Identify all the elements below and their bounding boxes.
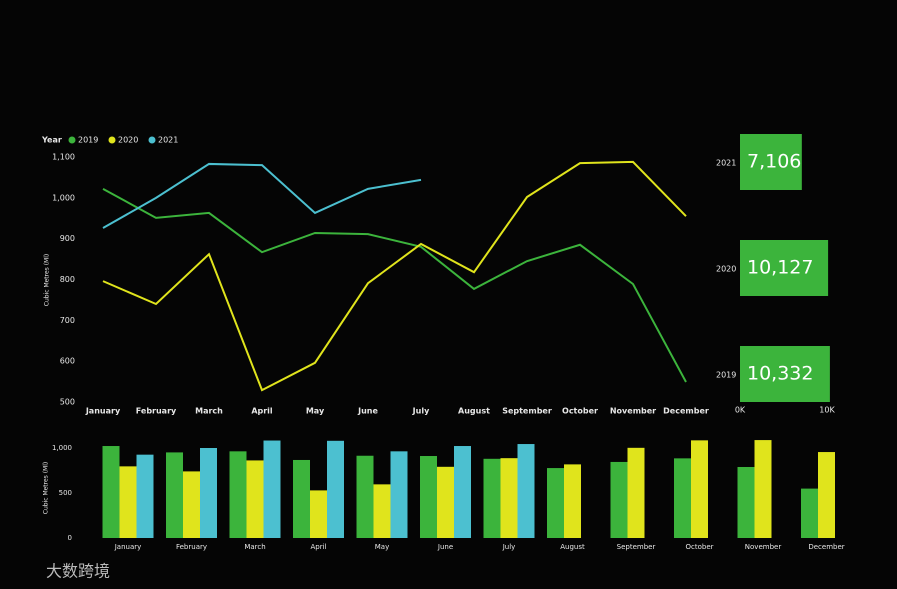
bar bbox=[500, 458, 518, 538]
x-tick-label: September bbox=[502, 407, 552, 416]
bar bbox=[246, 460, 264, 538]
bar bbox=[327, 440, 344, 538]
bar bbox=[136, 454, 154, 538]
x-tick-label: 10K bbox=[819, 406, 835, 415]
x-tick-label: March bbox=[195, 407, 223, 416]
y-tick-label: 1,100 bbox=[52, 153, 75, 162]
x-tick-label: August bbox=[560, 543, 585, 551]
x-tick-label: March bbox=[244, 543, 265, 551]
y-tick-label: 0 bbox=[68, 534, 72, 542]
category-label: 2020 bbox=[716, 265, 736, 274]
value-label: 10,332 bbox=[747, 363, 813, 385]
bar bbox=[564, 464, 581, 538]
bar bbox=[801, 488, 818, 538]
x-tick-label: May bbox=[375, 543, 389, 551]
legend-dot bbox=[148, 136, 156, 144]
bar bbox=[293, 459, 310, 538]
bar bbox=[610, 461, 628, 538]
x-tick-label: 0K bbox=[735, 406, 746, 415]
kpi-bar bbox=[740, 240, 829, 296]
legend-label: 2019 bbox=[78, 136, 98, 145]
bar bbox=[517, 444, 535, 538]
bar bbox=[373, 484, 391, 538]
watermark: 大数跨境 bbox=[46, 562, 110, 581]
x-tick-label: February bbox=[176, 543, 207, 551]
bar bbox=[263, 440, 281, 538]
y-axis-label: Cubic Metres (Ml) bbox=[43, 462, 50, 514]
y-tick-label: 900 bbox=[60, 234, 75, 243]
x-tick-label: November bbox=[745, 543, 782, 551]
legend-dot bbox=[68, 136, 76, 144]
bar bbox=[183, 471, 200, 538]
x-tick-label: July bbox=[502, 543, 516, 551]
bar bbox=[102, 446, 120, 538]
x-tick-label: January bbox=[114, 543, 142, 551]
bar bbox=[229, 451, 247, 538]
x-tick-label: May bbox=[306, 407, 325, 416]
y-axis-label: Cubic Metres (Ml) bbox=[44, 254, 51, 306]
bar bbox=[454, 446, 471, 538]
x-tick-label: April bbox=[311, 543, 327, 551]
x-tick-label: October bbox=[685, 543, 713, 551]
bar bbox=[547, 468, 564, 538]
y-tick-label: 500 bbox=[60, 398, 75, 407]
x-tick-label: September bbox=[617, 543, 656, 551]
bar bbox=[674, 458, 691, 538]
x-tick-label: April bbox=[251, 407, 273, 416]
line-series bbox=[102, 162, 422, 229]
bar bbox=[818, 452, 835, 538]
bar bbox=[356, 455, 374, 538]
value-label: 10,127 bbox=[747, 257, 813, 279]
x-tick-label: August bbox=[458, 407, 490, 416]
x-tick-label: June bbox=[437, 543, 453, 551]
legend-dot bbox=[108, 136, 116, 144]
line-series bbox=[102, 187, 687, 383]
x-tick-label: December bbox=[663, 407, 709, 416]
bar bbox=[420, 456, 437, 538]
bar bbox=[737, 466, 755, 538]
bar bbox=[166, 452, 183, 538]
legend-label: 2021 bbox=[158, 136, 178, 145]
x-tick-label: February bbox=[136, 407, 177, 416]
x-tick-label: January bbox=[85, 407, 121, 416]
category-label: 2021 bbox=[716, 159, 736, 168]
y-tick-label: 1,000 bbox=[52, 444, 72, 452]
bar bbox=[200, 448, 217, 538]
bar bbox=[691, 440, 708, 538]
y-tick-label: 1,000 bbox=[52, 193, 75, 202]
bar bbox=[310, 490, 327, 538]
legend-title: Year bbox=[41, 136, 62, 145]
category-label: 2019 bbox=[716, 371, 736, 380]
y-tick-label: 700 bbox=[60, 316, 75, 325]
y-tick-label: 600 bbox=[60, 357, 75, 366]
kpi-bar bbox=[740, 134, 802, 190]
kpi-bar bbox=[740, 346, 830, 402]
line-series bbox=[102, 160, 687, 392]
x-tick-label: July bbox=[412, 407, 430, 416]
x-tick-label: November bbox=[610, 407, 656, 416]
bar bbox=[390, 451, 408, 538]
bar bbox=[754, 440, 772, 538]
y-tick-label: 500 bbox=[59, 489, 72, 497]
x-tick-label: October bbox=[562, 407, 598, 416]
bar bbox=[437, 466, 454, 538]
value-label: 7,106 bbox=[747, 151, 801, 173]
bar bbox=[119, 466, 137, 538]
legend-label: 2020 bbox=[118, 136, 138, 145]
bar bbox=[627, 447, 645, 538]
y-tick-label: 800 bbox=[60, 275, 75, 284]
x-tick-label: June bbox=[357, 407, 378, 416]
x-tick-label: December bbox=[808, 543, 844, 551]
bar bbox=[483, 458, 501, 538]
